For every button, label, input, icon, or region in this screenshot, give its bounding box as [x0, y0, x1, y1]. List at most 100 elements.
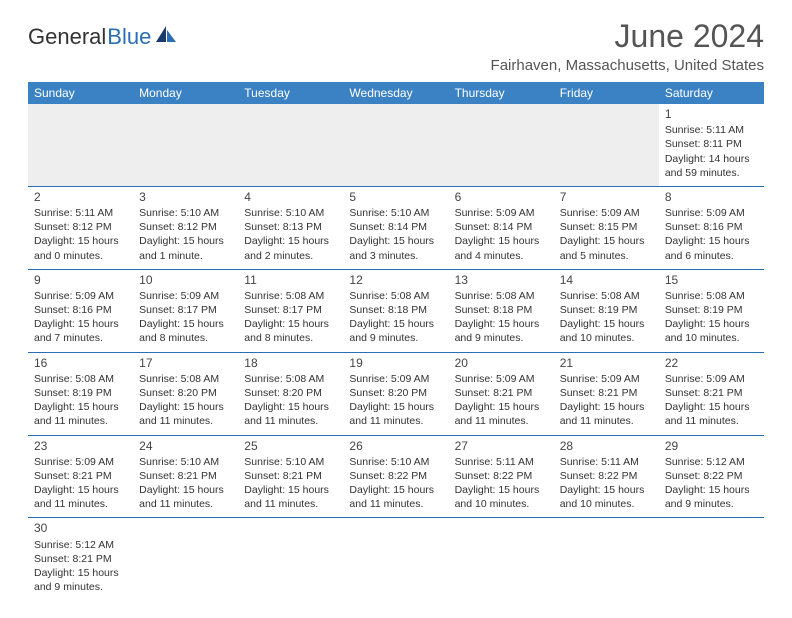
- daylight-line: Daylight: 15 hours and 11 minutes.: [244, 400, 337, 428]
- sunset-line: Sunset: 8:20 PM: [244, 386, 337, 400]
- weekday-header: Monday: [133, 82, 238, 104]
- daylight-line: Daylight: 15 hours and 1 minute.: [139, 234, 232, 262]
- sunrise-line: Sunrise: 5:10 AM: [349, 206, 442, 220]
- daylight-line: Daylight: 15 hours and 10 minutes.: [665, 317, 758, 345]
- daylight-line: Daylight: 15 hours and 11 minutes.: [455, 400, 548, 428]
- sunset-line: Sunset: 8:21 PM: [34, 552, 127, 566]
- logo: GeneralBlue: [28, 24, 178, 50]
- sunrise-line: Sunrise: 5:08 AM: [560, 289, 653, 303]
- sunset-line: Sunset: 8:20 PM: [349, 386, 442, 400]
- calendar-cell: 29Sunrise: 5:12 AMSunset: 8:22 PMDayligh…: [659, 435, 764, 518]
- calendar-cell: 7Sunrise: 5:09 AMSunset: 8:15 PMDaylight…: [554, 186, 659, 269]
- day-number: 4: [244, 189, 337, 205]
- day-number: 21: [560, 355, 653, 371]
- daylight-line: Daylight: 15 hours and 9 minutes.: [455, 317, 548, 345]
- calendar-cell: [449, 518, 554, 600]
- sunset-line: Sunset: 8:18 PM: [349, 303, 442, 317]
- sunset-line: Sunset: 8:21 PM: [244, 469, 337, 483]
- daylight-line: Daylight: 15 hours and 11 minutes.: [349, 400, 442, 428]
- daylight-line: Daylight: 15 hours and 10 minutes.: [560, 317, 653, 345]
- calendar-cell: 2Sunrise: 5:11 AMSunset: 8:12 PMDaylight…: [28, 186, 133, 269]
- sunrise-line: Sunrise: 5:09 AM: [349, 372, 442, 386]
- calendar-table: SundayMondayTuesdayWednesdayThursdayFrid…: [28, 82, 764, 600]
- sunset-line: Sunset: 8:17 PM: [139, 303, 232, 317]
- sunset-line: Sunset: 8:13 PM: [244, 220, 337, 234]
- sunrise-line: Sunrise: 5:09 AM: [34, 455, 127, 469]
- sunrise-line: Sunrise: 5:10 AM: [349, 455, 442, 469]
- calendar-cell: 25Sunrise: 5:10 AMSunset: 8:21 PMDayligh…: [238, 435, 343, 518]
- calendar-cell: 5Sunrise: 5:10 AMSunset: 8:14 PMDaylight…: [343, 186, 448, 269]
- sunset-line: Sunset: 8:12 PM: [34, 220, 127, 234]
- sail-icon: [154, 24, 178, 50]
- daylight-line: Daylight: 15 hours and 11 minutes.: [139, 483, 232, 511]
- day-number: 16: [34, 355, 127, 371]
- sunset-line: Sunset: 8:20 PM: [139, 386, 232, 400]
- calendar-cell: 26Sunrise: 5:10 AMSunset: 8:22 PMDayligh…: [343, 435, 448, 518]
- sunset-line: Sunset: 8:19 PM: [34, 386, 127, 400]
- calendar-cell: 17Sunrise: 5:08 AMSunset: 8:20 PMDayligh…: [133, 352, 238, 435]
- day-number: 19: [349, 355, 442, 371]
- day-number: 20: [455, 355, 548, 371]
- calendar-cell: 14Sunrise: 5:08 AMSunset: 8:19 PMDayligh…: [554, 269, 659, 352]
- daylight-line: Daylight: 15 hours and 10 minutes.: [455, 483, 548, 511]
- logo-text-2: Blue: [107, 24, 151, 50]
- day-number: 11: [244, 272, 337, 288]
- calendar-cell: 19Sunrise: 5:09 AMSunset: 8:20 PMDayligh…: [343, 352, 448, 435]
- daylight-line: Daylight: 15 hours and 11 minutes.: [139, 400, 232, 428]
- calendar-cell: 24Sunrise: 5:10 AMSunset: 8:21 PMDayligh…: [133, 435, 238, 518]
- weekday-header: Wednesday: [343, 82, 448, 104]
- sunrise-line: Sunrise: 5:08 AM: [244, 372, 337, 386]
- day-number: 24: [139, 438, 232, 454]
- sunrise-line: Sunrise: 5:11 AM: [560, 455, 653, 469]
- daylight-line: Daylight: 15 hours and 11 minutes.: [349, 483, 442, 511]
- daylight-line: Daylight: 15 hours and 7 minutes.: [34, 317, 127, 345]
- day-number: 14: [560, 272, 653, 288]
- sunset-line: Sunset: 8:14 PM: [349, 220, 442, 234]
- header: GeneralBlue June 2024 Fairhaven, Massach…: [28, 18, 764, 74]
- sunrise-line: Sunrise: 5:08 AM: [34, 372, 127, 386]
- calendar-week-row: 9Sunrise: 5:09 AMSunset: 8:16 PMDaylight…: [28, 269, 764, 352]
- sunrise-line: Sunrise: 5:11 AM: [34, 206, 127, 220]
- sunset-line: Sunset: 8:16 PM: [34, 303, 127, 317]
- calendar-cell: [659, 518, 764, 600]
- day-number: 6: [455, 189, 548, 205]
- weekday-header: Thursday: [449, 82, 554, 104]
- sunrise-line: Sunrise: 5:11 AM: [665, 123, 758, 137]
- calendar-cell: 22Sunrise: 5:09 AMSunset: 8:21 PMDayligh…: [659, 352, 764, 435]
- location-label: Fairhaven, Massachusetts, United States: [491, 57, 764, 74]
- sunrise-line: Sunrise: 5:09 AM: [139, 289, 232, 303]
- calendar-cell: 15Sunrise: 5:08 AMSunset: 8:19 PMDayligh…: [659, 269, 764, 352]
- day-number: 17: [139, 355, 232, 371]
- sunrise-line: Sunrise: 5:10 AM: [244, 206, 337, 220]
- sunset-line: Sunset: 8:22 PM: [665, 469, 758, 483]
- day-number: 30: [34, 520, 127, 536]
- daylight-line: Daylight: 15 hours and 2 minutes.: [244, 234, 337, 262]
- logo-text-1: General: [28, 24, 106, 50]
- sunset-line: Sunset: 8:22 PM: [349, 469, 442, 483]
- sunrise-line: Sunrise: 5:09 AM: [560, 206, 653, 220]
- calendar-cell: 21Sunrise: 5:09 AMSunset: 8:21 PMDayligh…: [554, 352, 659, 435]
- sunset-line: Sunset: 8:18 PM: [455, 303, 548, 317]
- sunset-line: Sunset: 8:17 PM: [244, 303, 337, 317]
- calendar-cell: 27Sunrise: 5:11 AMSunset: 8:22 PMDayligh…: [449, 435, 554, 518]
- day-number: 29: [665, 438, 758, 454]
- sunrise-line: Sunrise: 5:08 AM: [139, 372, 232, 386]
- day-number: 9: [34, 272, 127, 288]
- daylight-line: Daylight: 15 hours and 5 minutes.: [560, 234, 653, 262]
- calendar-cell: 3Sunrise: 5:10 AMSunset: 8:12 PMDaylight…: [133, 186, 238, 269]
- weekday-header: Sunday: [28, 82, 133, 104]
- daylight-line: Daylight: 15 hours and 0 minutes.: [34, 234, 127, 262]
- day-number: 12: [349, 272, 442, 288]
- daylight-line: Daylight: 15 hours and 11 minutes.: [560, 400, 653, 428]
- calendar-cell: [554, 518, 659, 600]
- sunrise-line: Sunrise: 5:08 AM: [455, 289, 548, 303]
- sunrise-line: Sunrise: 5:09 AM: [665, 206, 758, 220]
- sunrise-line: Sunrise: 5:08 AM: [665, 289, 758, 303]
- day-number: 23: [34, 438, 127, 454]
- calendar-cell: 13Sunrise: 5:08 AMSunset: 8:18 PMDayligh…: [449, 269, 554, 352]
- calendar-cell: [133, 104, 238, 186]
- calendar-cell: 18Sunrise: 5:08 AMSunset: 8:20 PMDayligh…: [238, 352, 343, 435]
- day-number: 10: [139, 272, 232, 288]
- calendar-cell: [238, 104, 343, 186]
- daylight-line: Daylight: 15 hours and 3 minutes.: [349, 234, 442, 262]
